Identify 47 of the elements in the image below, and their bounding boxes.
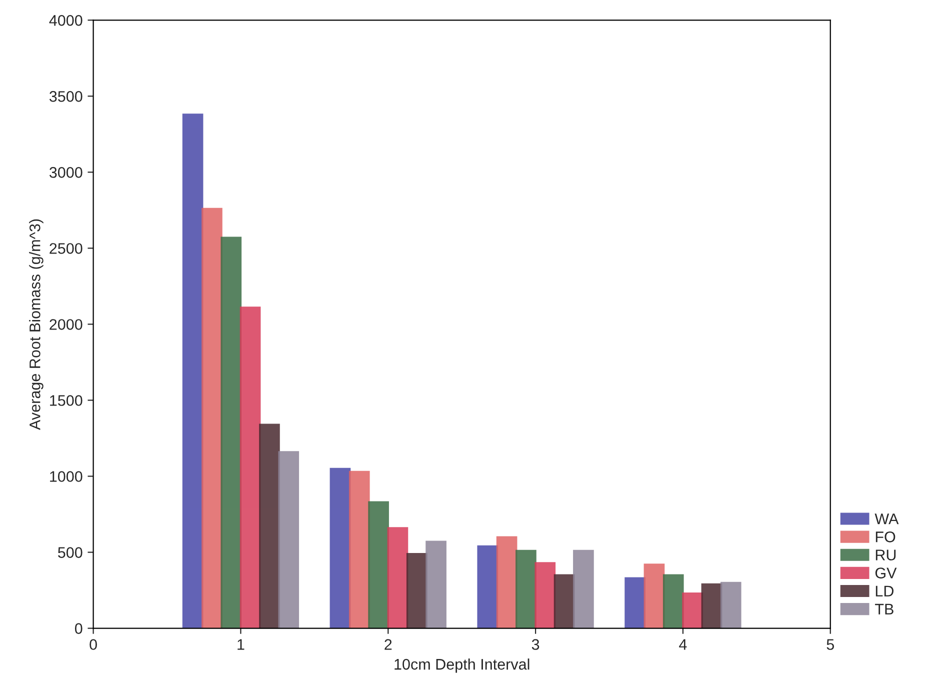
bar — [534, 562, 556, 628]
x-tick-label: 5 — [826, 639, 834, 650]
bar — [496, 536, 518, 628]
bar — [240, 306, 261, 628]
x-axis-title: 10cm Depth Interval — [394, 658, 530, 673]
legend-label: LD — [876, 586, 894, 596]
bar — [662, 574, 684, 628]
x-tick-label: 3 — [532, 639, 540, 650]
legend-label: GV — [875, 568, 897, 578]
bar — [701, 583, 722, 628]
bar — [644, 564, 665, 628]
legend-label: RU — [876, 550, 896, 560]
bar — [554, 574, 575, 628]
bar — [477, 545, 498, 628]
y-tick-label: 3500 — [49, 91, 82, 102]
bar — [573, 550, 594, 628]
legend-label: WA — [874, 514, 899, 524]
bar — [516, 550, 536, 628]
bar — [220, 236, 242, 628]
y-tick-label: 3000 — [49, 167, 82, 178]
bar — [202, 208, 222, 628]
y-tick-label: 1500 — [50, 395, 82, 406]
y-tick-label: 2500 — [50, 243, 82, 254]
x-tick-label: 0 — [90, 639, 97, 650]
y-tick-label: 500 — [58, 547, 82, 558]
legend-label: TB — [875, 604, 894, 614]
x-tick-label: 1 — [238, 639, 244, 650]
y-tick-label: 2000 — [50, 319, 82, 330]
y-tick-label: 1000 — [50, 471, 82, 482]
bar — [278, 451, 300, 628]
legend-label: FO — [876, 532, 896, 542]
bar — [426, 540, 446, 628]
bar — [330, 468, 351, 628]
bar — [259, 424, 280, 628]
bar — [387, 527, 408, 628]
bar — [348, 470, 370, 628]
x-tick-label: 2 — [384, 639, 392, 650]
bar — [406, 552, 428, 628]
bar — [624, 577, 646, 628]
y-tick-label: 0 — [74, 623, 82, 634]
bar — [682, 592, 703, 628]
y-axis-title: Average Root Biomass (g/m^3) — [29, 219, 44, 430]
y-tick-label: 4000 — [49, 15, 82, 26]
bar — [182, 114, 204, 628]
bar — [720, 582, 742, 628]
x-tick-label: 4 — [679, 639, 687, 650]
bar — [368, 501, 389, 628]
